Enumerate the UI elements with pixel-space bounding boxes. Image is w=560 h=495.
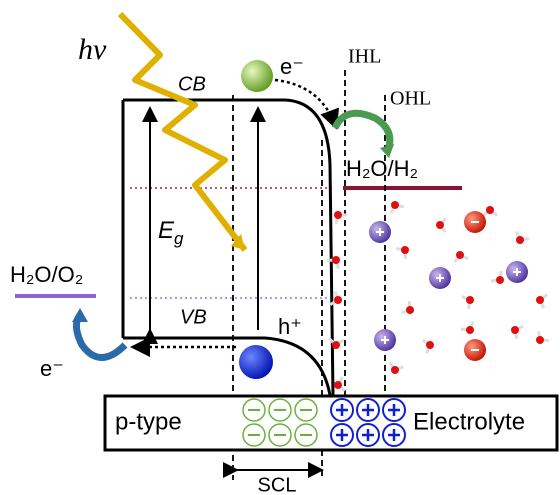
water-oxygen	[332, 341, 340, 349]
water-oxygen	[536, 296, 544, 304]
water-oxygen	[391, 366, 399, 374]
photon-label: hν	[78, 33, 107, 66]
vb-label: VB	[180, 306, 207, 328]
oxidation-arrow-head	[72, 308, 88, 322]
water-oxygen	[466, 296, 474, 304]
valence-band	[123, 338, 330, 395]
water-oxygen	[426, 341, 434, 349]
band-gap-label: Eg	[158, 217, 184, 248]
water-oxygen	[486, 206, 494, 214]
water-oxygen	[401, 246, 409, 254]
water-oxygen	[332, 256, 340, 264]
ihl-label: IHL	[348, 46, 381, 68]
water-oxygen	[456, 251, 464, 259]
water-oxygen	[406, 306, 414, 314]
hole-label: h⁺	[278, 314, 302, 339]
water-molecules	[327, 201, 549, 391]
p-type-label: p-type	[115, 408, 182, 435]
water-oxygen	[496, 276, 504, 284]
electron-top-label: e⁻	[280, 54, 304, 79]
reduction-arrow	[335, 113, 390, 150]
water-oxygen	[391, 201, 399, 209]
water-oxygen	[466, 326, 474, 334]
ohl-label: OHL	[390, 88, 431, 110]
cb-label: CB	[178, 73, 206, 95]
water-oxygen	[536, 336, 544, 344]
h2-redox-label: H₂O/H₂	[346, 156, 418, 181]
water-oxygen	[334, 211, 342, 219]
hole-particle	[239, 345, 273, 379]
o2-redox-label: H₂O/O₂	[10, 262, 83, 287]
band-gap-subscript: g	[174, 229, 184, 248]
water-oxygen	[334, 296, 342, 304]
water-oxygen	[436, 221, 444, 229]
electron-left-label: e⁻	[40, 356, 64, 381]
scl-label: SCL	[258, 474, 297, 495]
water-oxygen	[516, 236, 524, 244]
ions	[369, 211, 528, 361]
water-oxygen	[334, 381, 342, 389]
diagram: hν CB VB e⁻ e⁻ h⁺ Eg IHL OHL H₂O/H₂ H₂O/…	[0, 0, 560, 495]
band-gap-symbol: E	[158, 217, 175, 244]
conduction-band	[123, 100, 333, 395]
electrolyte-label: Electrolyte	[413, 408, 525, 435]
photon	[120, 14, 245, 250]
electron-particle	[241, 60, 273, 92]
water-oxygen	[511, 326, 519, 334]
electron-transfer	[275, 80, 335, 125]
